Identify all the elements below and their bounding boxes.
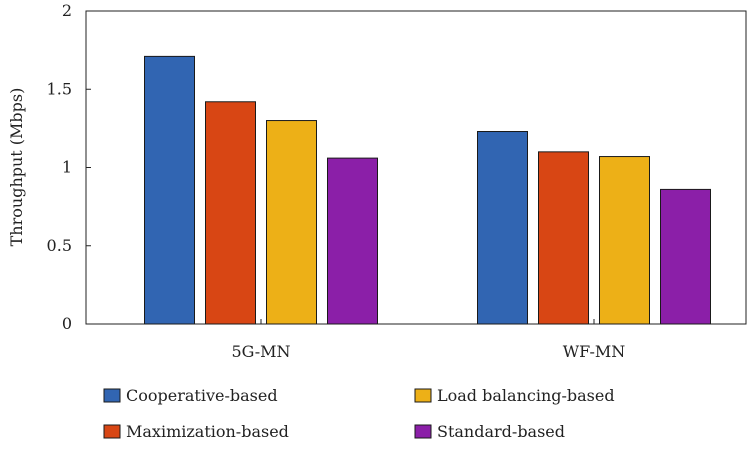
y-axis-title: Throughput (Mbps) (7, 88, 26, 247)
bar-cooperative-based-wf-mn (477, 131, 528, 325)
x-axis: 5G-MN WF-MN (231, 319, 625, 361)
legend-swatch (103, 388, 121, 403)
y-tick-label: 0 (62, 314, 72, 333)
legend-label: Cooperative-based (126, 386, 278, 405)
legend: Cooperative-based Maximization-based Load … (103, 386, 615, 441)
bar-load-balancing-based-wf-mn (599, 156, 650, 325)
legend-swatch (414, 424, 432, 439)
legend-swatch (414, 388, 432, 403)
legend-label: Standard-based (437, 422, 565, 441)
y-tick-label: 1.5 (47, 79, 72, 98)
legend-swatch (103, 424, 121, 439)
bar-standard-based-wf-mn (660, 188, 711, 325)
x-tick-label: 5G-MN (231, 342, 290, 361)
bar-maximization-based-wf-mn (538, 151, 589, 325)
bar-standard-based-5g-mn (327, 157, 378, 325)
bar-cooperative-based-5g-mn (144, 55, 195, 325)
y-tick-label: 1 (62, 158, 72, 177)
y-axis: 0 0.5 1 1.5 2 (47, 1, 91, 333)
legend-label: Load balancing-based (437, 386, 615, 405)
bars-group (144, 55, 711, 325)
y-tick-label: 2 (62, 1, 72, 20)
y-tick-label: 0.5 (47, 236, 72, 255)
bar-maximization-based-5g-mn (205, 101, 256, 325)
legend-label: Maximization-based (126, 422, 289, 441)
x-tick-label: WF-MN (563, 342, 626, 361)
bar-load-balancing-based-5g-mn (266, 120, 317, 325)
